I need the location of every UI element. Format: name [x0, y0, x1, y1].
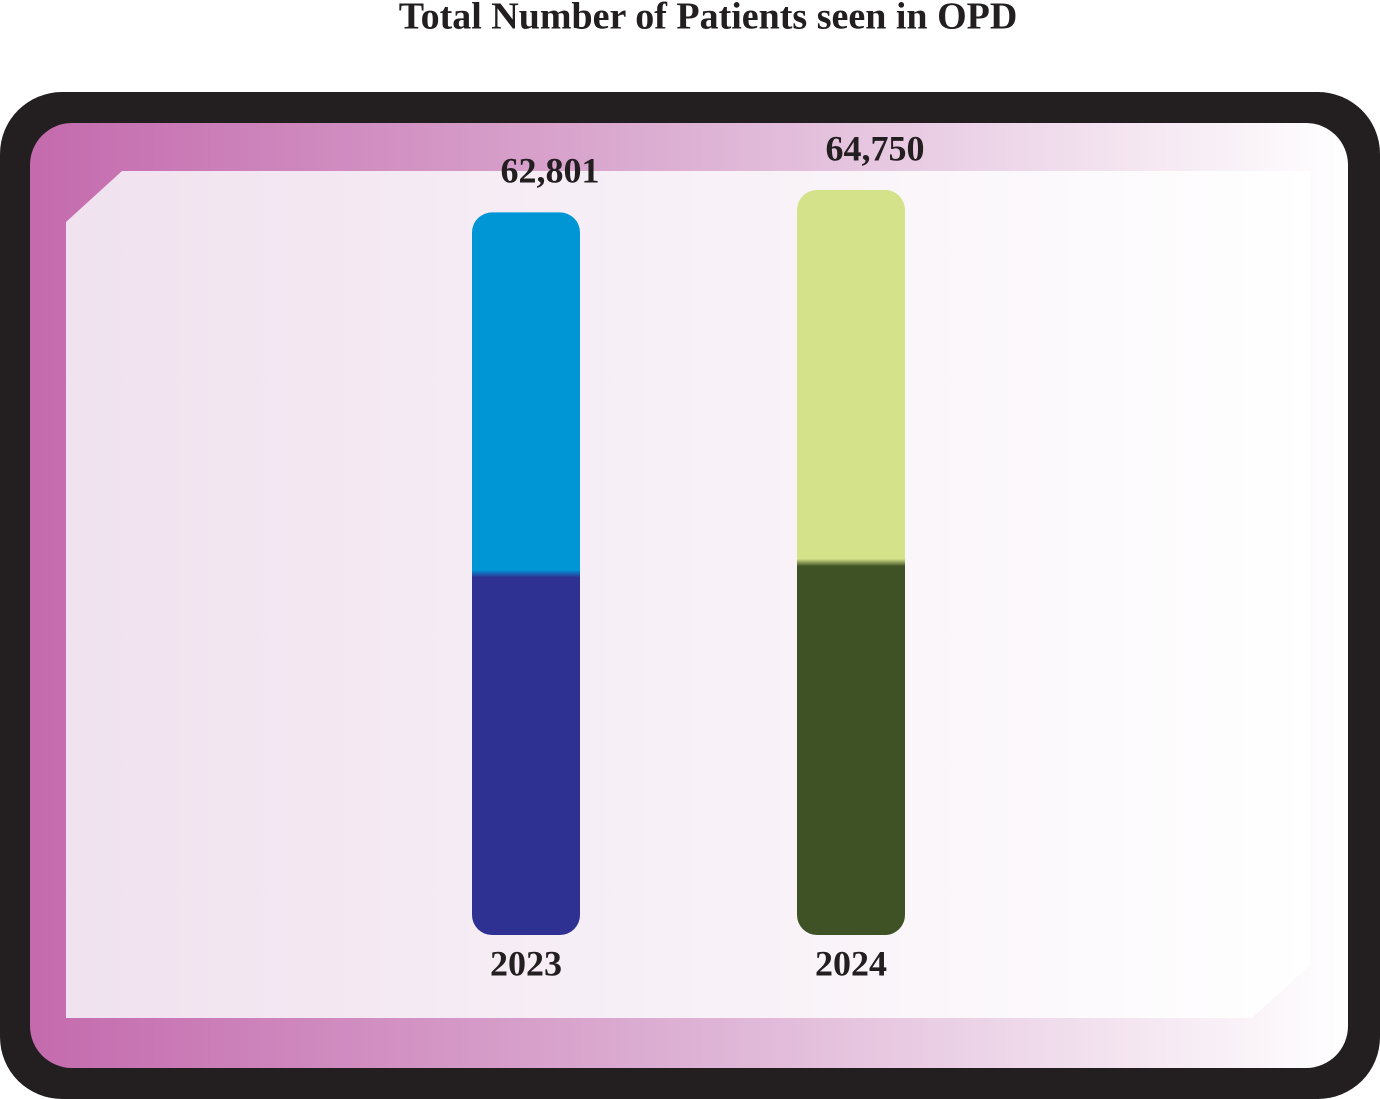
bar: [797, 190, 905, 935]
value-label: 64,750: [826, 128, 925, 168]
value-label: 62,801: [501, 151, 600, 191]
x-tick-label: 2024: [815, 943, 887, 983]
inner-panel: [66, 171, 1310, 1018]
chart-title: Total Number of Patients seen in OPD: [399, 0, 1018, 38]
x-tick-label: 2023: [490, 943, 562, 983]
bar: [472, 212, 580, 935]
